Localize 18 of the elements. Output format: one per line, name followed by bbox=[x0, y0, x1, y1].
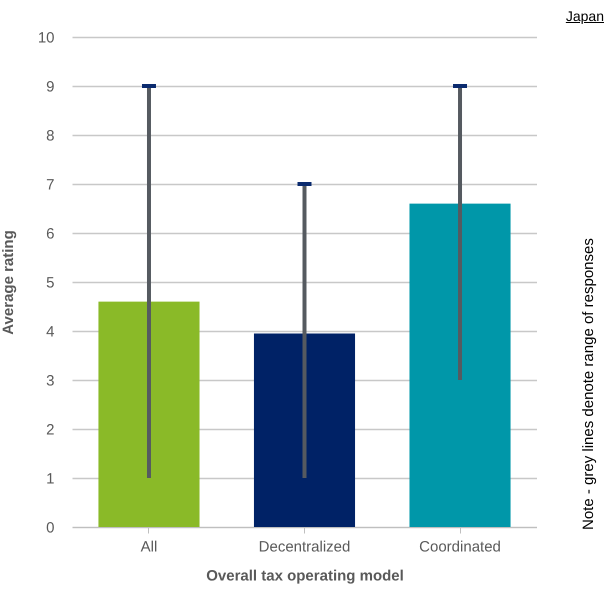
y-tick-label: 6 bbox=[46, 226, 54, 242]
y-tick-label: 1 bbox=[46, 470, 54, 488]
y-tick-label: 8 bbox=[46, 128, 54, 144]
text: Japan bbox=[566, 8, 604, 24]
y-tick-label: 3 bbox=[46, 372, 54, 390]
y-tick-label: 9 bbox=[46, 78, 54, 96]
y-tick-label: 0 bbox=[46, 520, 54, 536]
y-tick-label: 2 bbox=[46, 422, 54, 438]
text: Note - grey lines denote range of responses bbox=[580, 238, 597, 530]
y-tick-label: 5 bbox=[46, 274, 54, 292]
x-tick-label: Decentralized bbox=[258, 538, 350, 556]
y-tick-label: 4 bbox=[46, 324, 54, 340]
x-tick-label: Coordinated bbox=[419, 538, 501, 556]
x-tick-label: All bbox=[140, 538, 158, 556]
y-tick-label: 7 bbox=[46, 176, 54, 194]
y-axis-title: Average rating bbox=[0, 230, 17, 335]
y-tick-label: 10 bbox=[38, 30, 54, 46]
x-axis-title: Overall tax operating model bbox=[206, 568, 404, 584]
